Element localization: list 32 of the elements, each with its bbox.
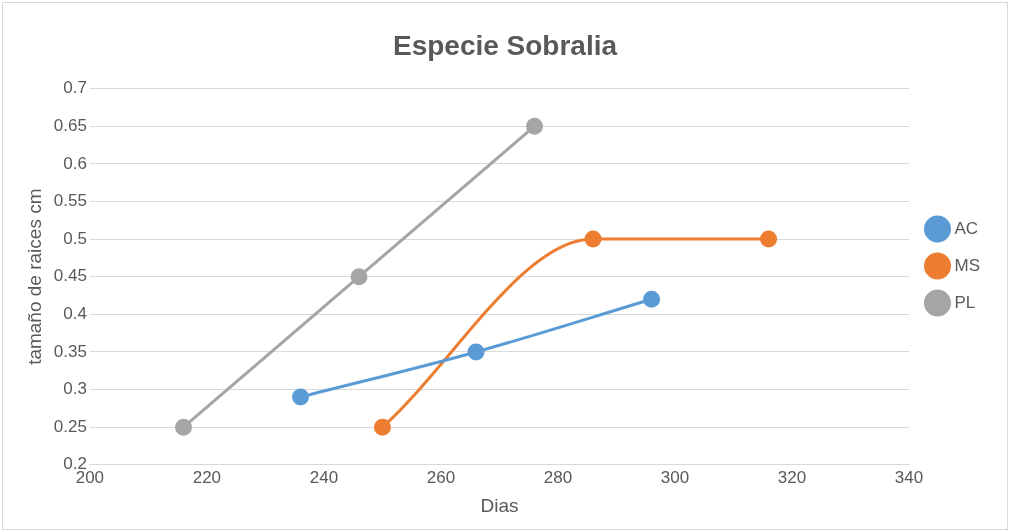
point (643, 290, 661, 308)
y-tick-label: 0.4 (63, 304, 87, 324)
point (760, 230, 778, 248)
point (175, 418, 192, 436)
y-tick-label: 0.3 (63, 379, 87, 399)
y-tick-label: 0.55 (53, 191, 87, 211)
x-tick-label: 240 (309, 467, 339, 487)
y-tick-label: 0.25 (53, 416, 87, 436)
x-tick-label: 220 (192, 467, 222, 487)
point (467, 343, 485, 361)
y-tick-label: 0.6 (63, 153, 87, 173)
x-tick-label: 320 (777, 467, 807, 487)
legend-label: PL (954, 292, 976, 312)
point (292, 388, 310, 406)
y-tick-label: 0.45 (53, 266, 87, 286)
x-tick-label: 260 (426, 467, 456, 487)
point (526, 117, 544, 135)
chart-title: Especie Sobralia (392, 29, 618, 61)
point (350, 268, 368, 286)
x-tick-label: 300 (660, 467, 690, 487)
x-tick-label: 280 (543, 467, 573, 487)
y-tick-label: 0.7 (63, 78, 87, 98)
point (584, 230, 602, 248)
y-tick-label: 0.35 (53, 341, 87, 361)
y-axis-title: tamaño de raices cm (23, 188, 45, 365)
legend-label: MS (954, 255, 980, 275)
point (373, 418, 391, 436)
legend-label: AC (954, 218, 979, 238)
y-tick-label: 0.65 (53, 115, 87, 135)
y-tick-label: 0.5 (63, 228, 87, 248)
x-axis-title: Dias (480, 494, 519, 516)
x-tick-label: 340 (894, 467, 924, 487)
